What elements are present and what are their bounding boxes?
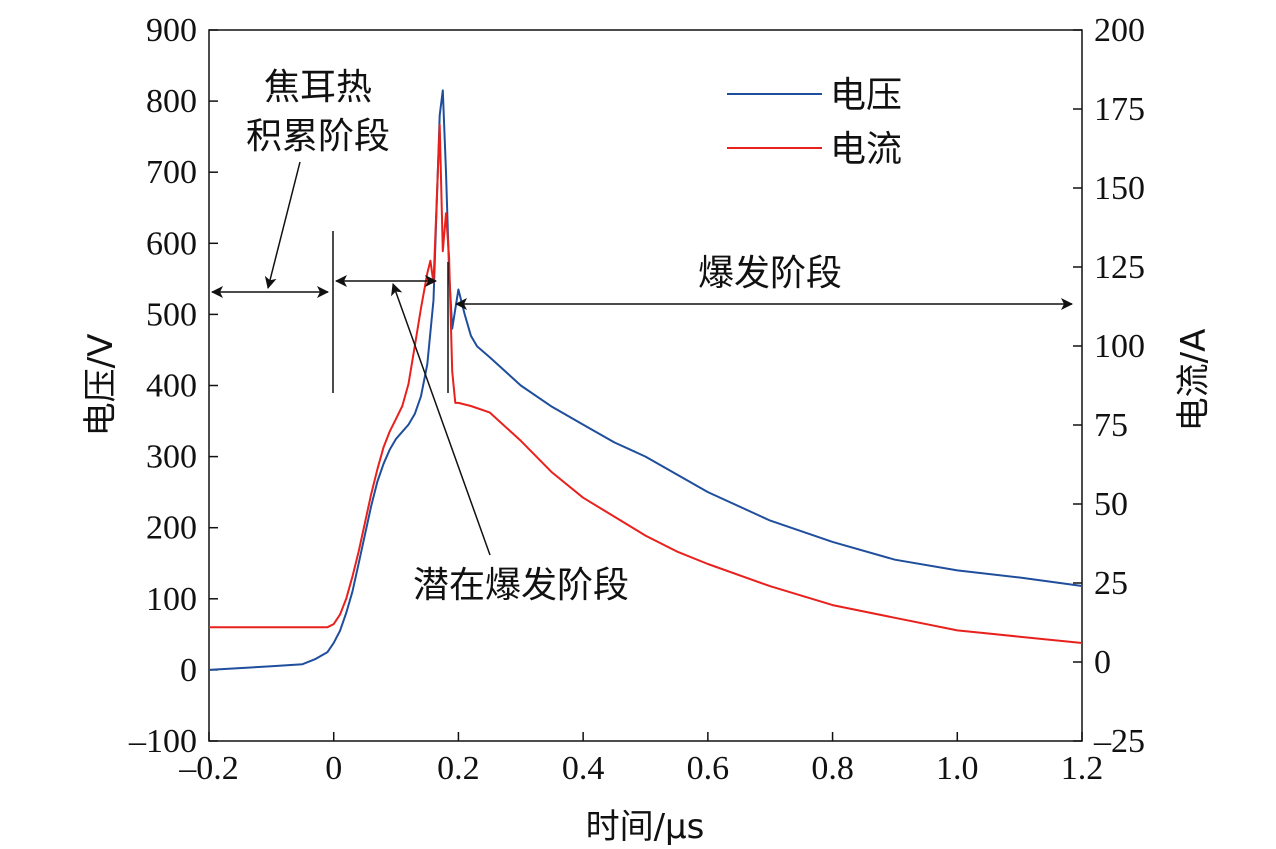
y-left-tick-label: 300 [146, 439, 197, 476]
y-left-tick-label: 700 [146, 154, 197, 191]
annotation-joule-line2: 积累阶段 [246, 116, 390, 157]
y-right-tick-label: 25 [1094, 565, 1128, 602]
y-right-tick-label: 200 [1094, 12, 1145, 49]
y-left-tick-label: –100 [128, 723, 197, 760]
x-tick-label: 0.4 [562, 750, 605, 787]
y-right-tick-label: 150 [1094, 170, 1145, 207]
annotation-joule-line1: 焦耳热 [264, 67, 372, 108]
y-left-tick-label: 200 [146, 510, 197, 547]
right-axis-ticks: –25 0 25 50 75 100 125 150 175 200 [1073, 12, 1145, 760]
series-line-current [209, 123, 1083, 644]
annotation-latent: 潜在爆发阶段 [413, 565, 629, 606]
y-right-tick-label: –25 [1093, 723, 1145, 760]
y-left-tick-label: 900 [146, 12, 197, 49]
x-tick-label: 0.6 [687, 750, 730, 787]
series-layer [208, 89, 1083, 671]
y-left-tick-label: 400 [146, 368, 197, 405]
x-tick-label: 1.0 [936, 750, 979, 787]
y-right-tick-label: 50 [1094, 486, 1128, 523]
y-right-tick-label: 125 [1094, 249, 1145, 286]
pointer-arrow-latent [391, 283, 491, 556]
y-left-tick-label: 500 [146, 296, 197, 333]
y-left-tick-label: 0 [180, 652, 197, 689]
series-line-voltage [208, 89, 1083, 671]
y-left-tick-label: 800 [146, 83, 197, 120]
y-right-tick-label: 175 [1094, 91, 1145, 128]
x-tick-label: 1.2 [1061, 750, 1104, 787]
y-axis-right-title: 电流/A [1174, 329, 1214, 432]
legend-label-current: 电流 [830, 129, 902, 170]
y-right-tick-label: 100 [1094, 328, 1145, 365]
left-axis-ticks: –100 0 100 200 300 400 500 600 700 800 900 [128, 12, 218, 760]
x-tick-label: 0.2 [437, 750, 480, 787]
x-tick-label: 0 [325, 750, 342, 787]
y-left-tick-label: 100 [146, 581, 197, 618]
y-right-tick-label: 0 [1094, 644, 1111, 681]
annotation-explosion: 爆发阶段 [698, 253, 842, 294]
x-axis-ticks: –0.2 0 0.2 0.4 0.6 0.8 1.0 1.2 [178, 732, 1103, 787]
y-right-tick-label: 75 [1094, 407, 1128, 444]
x-axis-title: 时间/μs [586, 807, 705, 847]
legend-label-voltage: 电压 [830, 75, 902, 116]
y-axis-left-title: 电压/V [81, 334, 121, 437]
y-left-tick-label: 600 [146, 225, 197, 262]
legend: 电压 电流 [727, 75, 902, 170]
x-tick-label: –0.2 [178, 750, 239, 787]
pointer-arrow-joule [264, 161, 301, 289]
x-tick-label: 0.8 [811, 750, 854, 787]
